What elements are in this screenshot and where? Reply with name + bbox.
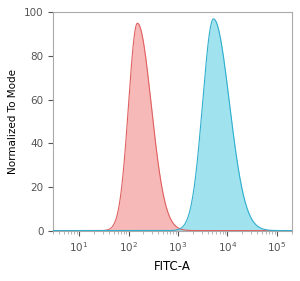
Y-axis label: Normalized To Mode: Normalized To Mode: [8, 69, 18, 174]
X-axis label: FITC-A: FITC-A: [154, 260, 191, 273]
